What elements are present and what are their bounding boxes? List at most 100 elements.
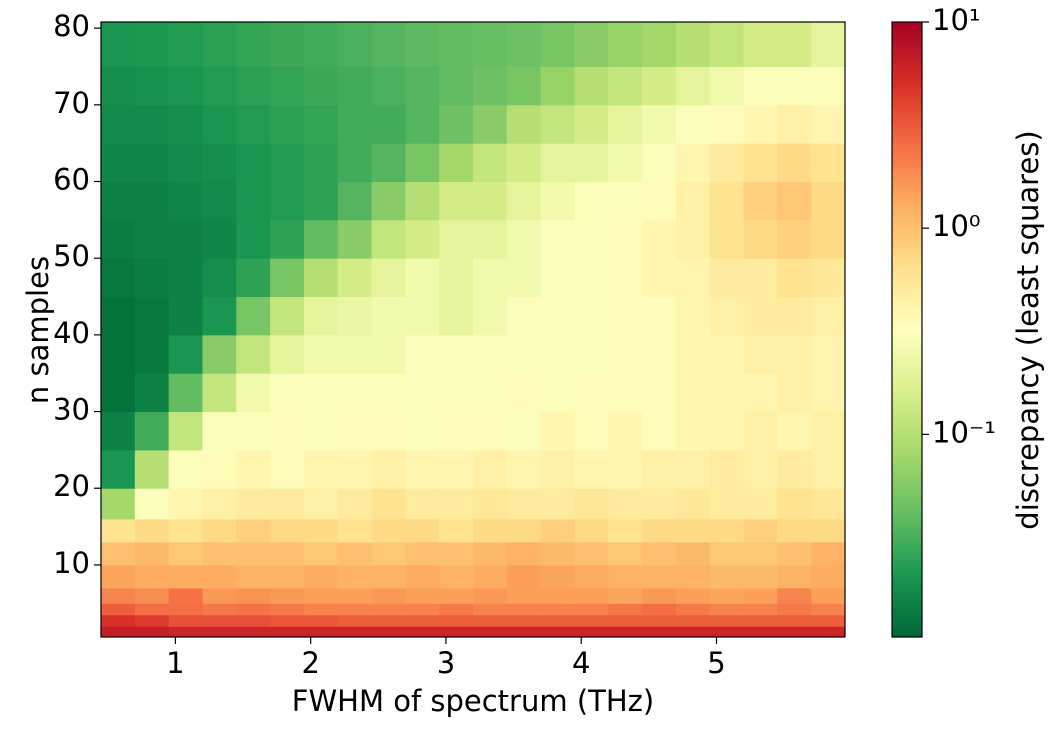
heatmap-cell	[777, 104, 812, 144]
y-axis-title: n samples	[21, 256, 55, 404]
heatmap-cell	[439, 66, 474, 106]
heatmap-cell	[574, 373, 609, 413]
heatmap-cell	[709, 104, 745, 144]
heatmap-cell	[642, 104, 677, 144]
heatmap-cell	[439, 587, 474, 604]
heatmap-cell	[811, 143, 846, 183]
heatmap-cell	[303, 626, 339, 638]
heatmap-cell	[303, 614, 339, 627]
heatmap-cell	[506, 587, 542, 604]
heatmap-cell	[202, 104, 237, 144]
heatmap-cell	[405, 181, 440, 221]
heatmap-cell	[811, 587, 846, 604]
heatmap-cell	[811, 104, 846, 144]
heatmap-cell	[371, 564, 406, 589]
heatmap-cell	[134, 587, 170, 604]
heatmap-cell	[303, 449, 339, 489]
heatmap-cell	[168, 626, 203, 638]
heatmap-cell	[675, 626, 711, 638]
heatmap-cell	[337, 411, 373, 451]
heatmap-cell	[337, 22, 373, 67]
heatmap-cell	[642, 541, 677, 566]
heatmap-cell	[371, 518, 406, 543]
heatmap-cell	[303, 373, 339, 413]
heatmap-cell	[270, 219, 305, 259]
heatmap-cell	[168, 334, 203, 374]
heatmap-cell	[777, 518, 812, 543]
heatmap-cell	[202, 296, 237, 336]
heatmap-cell	[675, 518, 711, 543]
heatmap-cell	[270, 258, 305, 298]
heatmap-cell	[202, 626, 237, 638]
heatmap-cell	[202, 258, 237, 298]
heatmap-cell	[134, 219, 170, 259]
heatmap-cell	[642, 626, 677, 638]
heatmap-cell	[642, 614, 677, 627]
heatmap-cell	[675, 181, 711, 221]
heatmap-cell	[270, 488, 305, 520]
heatmap-cell	[236, 373, 271, 413]
heatmap-cell	[540, 296, 575, 336]
heatmap-cell	[168, 411, 203, 451]
heatmap-cell	[405, 258, 440, 298]
heatmap-cell	[473, 181, 508, 221]
heatmap-cell	[473, 258, 508, 298]
heatmap-cell	[811, 219, 846, 259]
heatmap-cell	[371, 22, 406, 67]
heatmap-cell	[473, 104, 508, 144]
heatmap-cell	[743, 518, 778, 543]
heatmap-cell	[540, 66, 575, 106]
heatmap-cell	[134, 22, 170, 67]
heatmap-cell	[743, 104, 778, 144]
heatmap-cell	[134, 66, 170, 106]
heatmap-cell	[270, 564, 305, 589]
heatmap-cell	[473, 564, 508, 589]
heatmap-cell	[101, 373, 136, 413]
x-tick-label: 3	[437, 646, 455, 680]
heatmap-cell	[371, 373, 406, 413]
heatmap-cell	[777, 449, 812, 489]
heatmap-cell	[709, 334, 745, 374]
heatmap-cell	[101, 334, 136, 374]
heatmap-cell	[811, 518, 846, 543]
heatmap-cell	[473, 488, 508, 520]
heatmap-cell	[777, 334, 812, 374]
heatmap-cell	[608, 587, 643, 604]
heatmap-cell	[642, 411, 677, 451]
heatmap-cell	[574, 143, 609, 183]
heatmap-cell	[337, 143, 373, 183]
heatmap-cell	[777, 587, 812, 604]
heatmap-cell	[675, 334, 711, 374]
heatmap-cell	[777, 564, 812, 589]
heatmap-cell	[168, 104, 203, 144]
heatmap-cell	[270, 614, 305, 627]
heatmap-cell	[202, 219, 237, 259]
heatmap-cell	[743, 587, 778, 604]
heatmap-cell	[168, 219, 203, 259]
heatmap-cell	[236, 334, 271, 374]
heatmap-cell	[642, 258, 677, 298]
heatmap-cell	[709, 258, 745, 298]
heatmap-cell	[709, 488, 745, 520]
heatmap-cell	[777, 614, 812, 627]
heatmap-cell	[134, 626, 170, 638]
heatmap-cell	[134, 449, 170, 489]
heatmap-cell	[574, 104, 609, 144]
heatmap-cell	[506, 258, 542, 298]
heatmap-cell	[473, 541, 508, 566]
heatmap-cell	[743, 22, 778, 67]
heatmap-cell	[675, 614, 711, 627]
heatmap-cell	[439, 411, 474, 451]
heatmap-cell	[337, 181, 373, 221]
heatmap-cell	[675, 488, 711, 520]
heatmap-cell	[236, 626, 271, 638]
heatmap-cell	[405, 488, 440, 520]
heatmap-cell	[101, 603, 136, 616]
heatmap-cell	[303, 603, 339, 616]
heatmap-cells	[101, 22, 846, 638]
heatmap-cell	[439, 334, 474, 374]
heatmap-cell	[371, 66, 406, 106]
heatmap-cell	[202, 411, 237, 451]
heatmap-cell	[101, 587, 136, 604]
heatmap-cell	[709, 22, 745, 67]
